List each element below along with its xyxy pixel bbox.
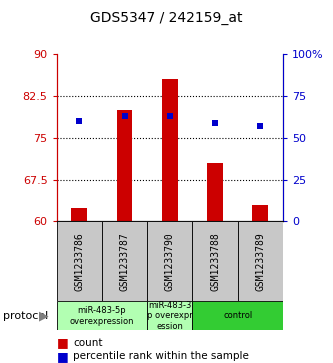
Bar: [252, 205, 268, 221]
Text: protocol: protocol: [3, 311, 49, 321]
Text: ■: ■: [57, 350, 68, 363]
Text: GSM1233787: GSM1233787: [120, 232, 130, 291]
Bar: [207, 163, 223, 221]
Bar: [102, 221, 147, 301]
Text: GDS5347 / 242159_at: GDS5347 / 242159_at: [90, 11, 243, 25]
Text: miR-483-5p
overexpression: miR-483-5p overexpression: [70, 306, 134, 326]
Bar: [147, 221, 192, 301]
Text: count: count: [73, 338, 103, 348]
Bar: [71, 208, 87, 221]
Text: GSM1233786: GSM1233786: [74, 232, 84, 291]
Text: percentile rank within the sample: percentile rank within the sample: [73, 351, 249, 362]
Text: GSM1233789: GSM1233789: [255, 232, 265, 291]
Text: GSM1233790: GSM1233790: [165, 232, 175, 291]
Bar: [117, 110, 133, 221]
Bar: [162, 79, 178, 221]
Bar: [147, 301, 192, 330]
Bar: [57, 301, 147, 330]
Bar: [238, 221, 283, 301]
Bar: [192, 221, 238, 301]
Bar: [57, 221, 102, 301]
Text: GSM1233788: GSM1233788: [210, 232, 220, 291]
Text: control: control: [223, 311, 252, 320]
Bar: [192, 301, 283, 330]
Text: ■: ■: [57, 337, 68, 350]
Text: miR-483-3
p overexpr
ession: miR-483-3 p overexpr ession: [147, 301, 193, 331]
Text: ▶: ▶: [39, 309, 48, 322]
